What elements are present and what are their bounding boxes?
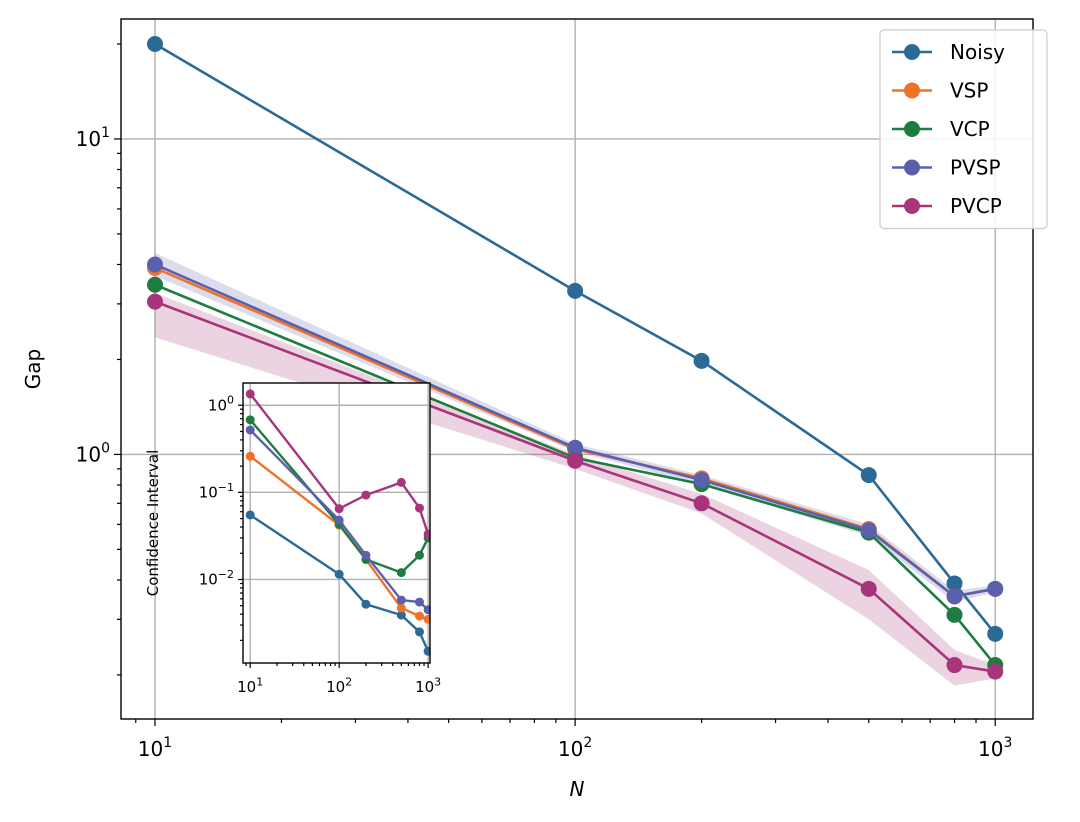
- main-point-noisy: [146, 35, 163, 52]
- inset-y-tick-label: 100: [208, 394, 234, 415]
- main-series-group: [146, 35, 1004, 680]
- inset-point-noisy: [423, 646, 430, 656]
- main-point-pvcp: [946, 657, 963, 674]
- inset-point-pvsp: [245, 425, 255, 435]
- inset-point-vcp: [414, 550, 424, 560]
- inset-series-pvcp: [245, 389, 430, 539]
- inset-point-noisy: [245, 510, 255, 520]
- main-line-vcp: [154, 283, 997, 666]
- inset-chart: 101 102 103 10−2 10−1 100 Confidence Interval: [144, 382, 441, 696]
- main-point-pvsp: [987, 580, 1004, 597]
- main-point-pvsp: [146, 256, 163, 273]
- inset-point-pvcp: [414, 503, 424, 513]
- main-point-pvsp: [567, 439, 584, 456]
- legend-entry-vsp: VSP: [892, 79, 988, 103]
- inset-x-tick-label: 101: [237, 675, 263, 696]
- main-x-tick-label: 101: [138, 735, 172, 761]
- main-point-pvsp: [693, 471, 710, 488]
- inset-line-pvcp: [249, 393, 430, 535]
- main-point-pvsp: [860, 522, 877, 539]
- main-point-pvcp: [860, 580, 877, 597]
- legend-entry-vcp: VCP: [892, 117, 990, 141]
- inset-point-pvcp: [334, 504, 344, 514]
- inset-point-pvsp: [334, 515, 344, 525]
- inset-point-pvcp: [396, 477, 406, 487]
- legend-entry-pvsp: PVSP: [892, 156, 1001, 180]
- main-y-tick-label: 101: [76, 125, 110, 151]
- inset-point-vcp: [245, 415, 255, 425]
- inset-series-pvsp: [245, 425, 430, 615]
- main-series-noisy: [146, 35, 1004, 642]
- inset-point-vcp: [396, 568, 406, 578]
- legend-marker: [904, 121, 920, 137]
- inset-axis-ticks: 101 102 103 10−2 10−1 100: [199, 394, 441, 696]
- main-point-noisy: [567, 282, 584, 299]
- inset-x-tick-label: 102: [326, 675, 352, 696]
- inset-x-tick-label: 103: [415, 675, 441, 696]
- legend-label: PVSP: [950, 156, 1001, 180]
- inset-series-group: [245, 389, 430, 656]
- inset-point-pvcp: [361, 490, 371, 500]
- inset-point-pvsp: [361, 550, 371, 560]
- inset-point-noisy: [361, 599, 371, 609]
- legend-marker: [904, 44, 920, 60]
- inset-point-pvcp: [423, 529, 430, 539]
- inset-plot-frame: [242, 382, 431, 664]
- main-series-pvsp: [146, 256, 1004, 605]
- main-point-pvcp: [693, 495, 710, 512]
- inset-point-pvsp: [396, 595, 406, 605]
- inset-point-noisy: [396, 610, 406, 620]
- legend-marker: [904, 82, 920, 99]
- band-pvsp: [154, 252, 996, 602]
- main-point-vcp: [946, 606, 963, 623]
- main-x-tick-label: 103: [978, 735, 1012, 761]
- main-x-tick-label: 102: [558, 735, 592, 761]
- legend-label: PVCP: [950, 194, 1002, 218]
- main-axis-ticks: 101 102 103 100 101: [76, 43, 1012, 761]
- main-point-noisy: [987, 625, 1004, 642]
- main-point-pvcp: [567, 452, 584, 469]
- inset-y-tick-label: 10−2: [199, 568, 234, 589]
- inset-point-vsp: [396, 603, 406, 613]
- legend-marker: [904, 198, 920, 214]
- main-point-vcp: [146, 276, 163, 293]
- legend: Noisy VSP VCP PVSP PVCP: [879, 29, 1048, 230]
- inset-point-pvsp: [414, 597, 424, 607]
- legend-label: VSP: [950, 79, 988, 103]
- main-point-pvsp: [946, 588, 963, 605]
- main-y-tick-label: 100: [76, 440, 110, 466]
- main-point-pvcp: [146, 293, 163, 310]
- legend-entry-pvcp: PVCP: [892, 194, 1002, 218]
- inset-y-tick-label: 10−1: [199, 481, 234, 502]
- legend-label: VCP: [950, 117, 990, 141]
- legend-marker: [904, 159, 920, 176]
- inset-point-pvsp: [423, 605, 430, 615]
- legend-entry-noisy: Noisy: [892, 40, 1005, 64]
- inset-y-axis-title: Confidence Interval: [144, 450, 162, 597]
- main-point-pvcp: [987, 663, 1004, 680]
- legend-box: [879, 29, 1048, 230]
- inset-point-pvcp: [245, 389, 255, 399]
- main-point-noisy: [946, 575, 963, 592]
- inset-point-vsp: [423, 614, 430, 624]
- main-point-noisy: [693, 352, 710, 369]
- legend-label: Noisy: [950, 40, 1005, 64]
- main-point-noisy: [860, 467, 877, 484]
- inset-point-noisy: [334, 569, 344, 579]
- y-axis-title: Gap: [21, 349, 45, 389]
- inset-point-vsp: [414, 611, 424, 621]
- inset-series-noisy: [245, 510, 430, 656]
- main-line-noisy: [154, 42, 997, 635]
- x-axis-title: N: [570, 777, 585, 801]
- main-series-pvcp: [146, 293, 1004, 680]
- inset-point-noisy: [414, 627, 424, 637]
- main-plot-frame: [120, 18, 1034, 720]
- inset-point-vsp: [245, 451, 255, 461]
